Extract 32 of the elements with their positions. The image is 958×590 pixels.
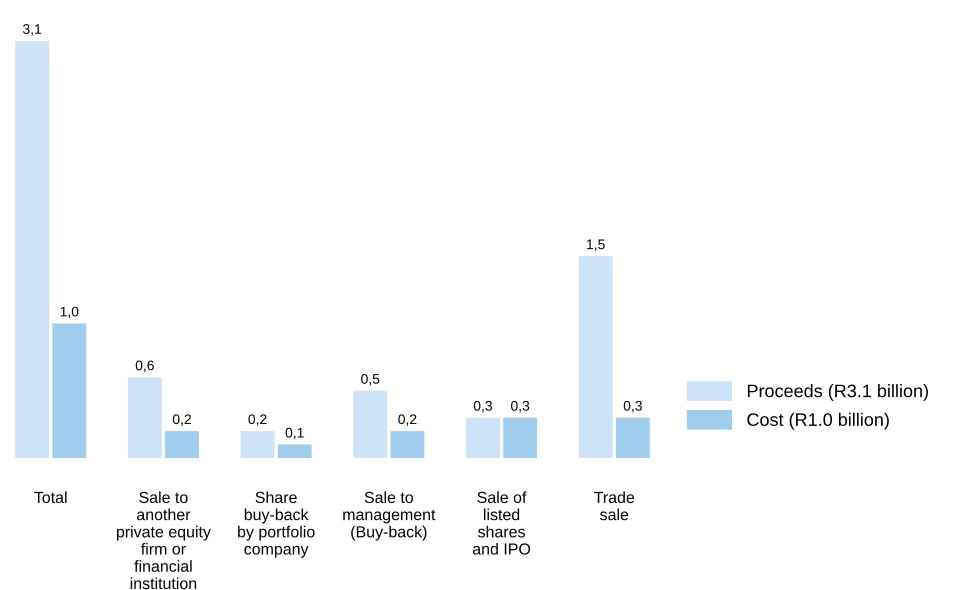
data-label: 0,2: [172, 414, 191, 426]
data-label: 0,6: [136, 360, 154, 372]
legend-label: Cost (R1.0 billion): [747, 412, 889, 430]
data-label: 1,5: [587, 240, 605, 251]
bar: [503, 418, 538, 458]
x-tick-label: Sale to management (Buy-back): [343, 491, 436, 541]
data-label: 0,1: [286, 428, 304, 440]
data-label: 0,3: [474, 400, 492, 412]
data-label: 0,3: [511, 400, 530, 412]
x-tick-label: Share buy-back by portfolio company: [238, 491, 315, 558]
bar: [578, 256, 613, 458]
bar: [15, 40, 50, 458]
x-tick-label: Sale of listed shares and IPO: [472, 491, 530, 555]
data-label: 0,3: [624, 400, 642, 412]
data-label: 3,1: [23, 24, 42, 36]
data-label: 0,5: [361, 374, 380, 386]
bar: [278, 444, 312, 458]
data-label: 1,0: [60, 306, 78, 318]
data-label: 0,2: [398, 414, 416, 426]
legend-label: Proceeds (R3.1 billion): [748, 384, 928, 401]
bar: [52, 323, 86, 458]
x-tick-label: Total: [34, 491, 67, 504]
bar: [353, 390, 388, 458]
bar: [165, 431, 199, 458]
bar: [466, 418, 500, 458]
bar: [240, 431, 274, 458]
x-tick-label: Trade sale: [594, 491, 634, 520]
bar: [616, 418, 650, 458]
x-tick-label: Sale to another private equity firm or financial institution: [116, 491, 211, 590]
data-label: 0,2: [248, 414, 266, 426]
bar: [390, 431, 424, 458]
bar: [128, 377, 162, 458]
